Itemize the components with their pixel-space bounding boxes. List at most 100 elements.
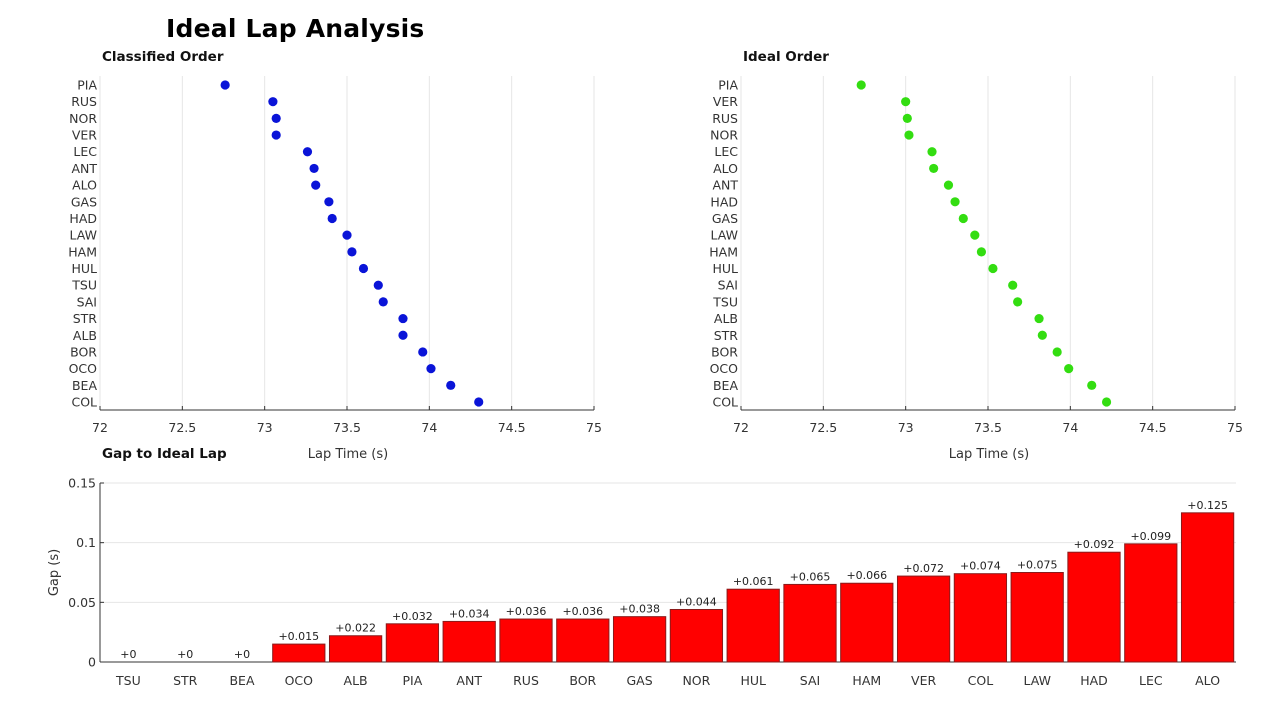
gap-y-tick-label: 0.05	[68, 595, 96, 610]
gap-x-tick-label: ANT	[456, 673, 482, 688]
ideal-y-tick-label: BEA	[713, 378, 738, 393]
classified-y-tick-label: RUS	[71, 94, 97, 109]
classified-y-tick-label: COL	[71, 395, 97, 410]
gap-x-tick-label: GAS	[627, 673, 653, 688]
gap-bar-label: +0.015	[278, 630, 319, 643]
classified-x-tick-label: 72	[92, 420, 108, 435]
ideal-y-tick-label: ANT	[712, 178, 738, 193]
ideal-point	[856, 80, 866, 90]
gap-bar-label: +0.036	[506, 605, 547, 618]
gap-bar	[1010, 572, 1064, 663]
ideal-point	[901, 97, 911, 107]
ideal-point	[976, 247, 987, 257]
gap-x-tick-label: HUL	[740, 673, 766, 688]
classified-point	[220, 80, 230, 90]
gap-x-tick-label: LEC	[1139, 673, 1163, 688]
gap-y-tick-label: 0.1	[76, 535, 96, 550]
gap-bar	[556, 618, 610, 663]
gap-bar	[840, 582, 894, 663]
ideal-y-tick-label: TSU	[712, 294, 738, 309]
ideal-x-tick-label: 73	[898, 420, 914, 435]
gap-x-tick-label: NOR	[682, 673, 710, 688]
ideal-y-tick-label: NOR	[710, 128, 738, 143]
classified-y-tick-label: LAW	[70, 228, 97, 243]
gap-bar-label: +0.099	[1130, 530, 1171, 543]
gap-bar	[499, 618, 553, 663]
classified-y-tick-label: SAI	[77, 294, 97, 309]
gap-bar	[1067, 551, 1121, 663]
gap-x-tick-label: RUS	[513, 673, 539, 688]
classified-y-tick-label: HAD	[69, 211, 97, 226]
gap-x-tick-label: VER	[911, 673, 936, 688]
ideal-y-tick-label: STR	[714, 328, 739, 343]
ideal-y-tick-label: VER	[713, 94, 738, 109]
gap-bar	[612, 616, 667, 663]
gap-x-tick-label: SAI	[800, 673, 820, 688]
classified-point	[378, 297, 388, 307]
classified-point	[311, 180, 321, 190]
gap-bar	[896, 575, 951, 663]
gap-bar-label: +0.044	[676, 595, 717, 608]
ideal-point	[929, 163, 939, 174]
ideal-x-tick-label: 72.5	[809, 420, 837, 435]
classified-y-tick-label: HAM	[68, 244, 97, 259]
gap-x-tick-label: ALB	[344, 673, 368, 688]
ideal-y-tick-label: LEC	[714, 144, 738, 159]
main-title: Ideal Lap Analysis	[166, 14, 425, 43]
ideal-y-tick-label: HAM	[709, 244, 738, 259]
ideal-point	[958, 213, 968, 224]
gap-bar	[783, 583, 837, 663]
classified-point	[271, 130, 281, 140]
classified-point	[474, 397, 484, 407]
gap-y-tick-label: 0.15	[68, 476, 96, 491]
classified-point	[358, 263, 369, 274]
gap-x-tick-label: ALO	[1195, 673, 1220, 688]
classified-y-tick-label: PIA	[77, 78, 97, 93]
classified-y-tick-label: OCO	[69, 361, 98, 376]
classified-point	[373, 280, 383, 290]
gap-bar-label: +0	[177, 648, 193, 661]
ideal-x-tick-label: 72	[733, 420, 749, 435]
ideal-point	[1087, 380, 1097, 390]
classified-y-tick-label: ALB	[73, 328, 97, 343]
gap-chart-title: Gap to Ideal Lap	[102, 446, 227, 462]
classified-y-tick-label: TSU	[71, 278, 97, 293]
gap-bar	[442, 620, 496, 663]
ideal-order-title: Ideal Order	[743, 49, 829, 65]
classified-x-tick-label: 73.5	[333, 420, 361, 435]
classified-y-tick-label: LEC	[73, 144, 97, 159]
classified-y-tick-label: HUL	[71, 261, 97, 276]
ideal-y-tick-label: ALB	[714, 311, 738, 326]
gap-x-tick-label: OCO	[285, 673, 314, 688]
ideal-point	[1064, 364, 1074, 374]
gap-bar-label: +0.075	[1017, 559, 1058, 572]
gap-bar-label: +0.065	[790, 570, 831, 583]
ideal-x-tick-label: 74	[1062, 420, 1078, 435]
gap-bar	[328, 635, 383, 663]
gap-y-axis-label: Gap (s)	[47, 549, 62, 596]
classified-point	[309, 163, 319, 174]
gap-bar	[272, 643, 326, 663]
ideal-point	[970, 230, 980, 240]
classified-point	[426, 364, 436, 374]
gap-x-tick-label: BEA	[229, 673, 254, 688]
ideal-point	[1037, 330, 1047, 340]
ideal-x-tick-label: 73.5	[974, 420, 1002, 435]
ideal-y-tick-label: PIA	[718, 78, 738, 93]
gap-bar-label: +0	[120, 648, 136, 661]
gap-x-tick-label: TSU	[115, 673, 141, 688]
gap-x-tick-label: HAD	[1080, 673, 1108, 688]
gap-bar-label: +0.072	[903, 562, 944, 575]
ideal-y-tick-label: SAI	[718, 278, 738, 293]
ideal-y-tick-label: BOR	[711, 344, 738, 359]
classified-x-axis-label: Lap Time (s)	[308, 447, 388, 462]
classified-point	[398, 313, 408, 324]
classified-x-tick-label: 73	[257, 420, 273, 435]
gap-x-tick-label: BOR	[569, 673, 596, 688]
ideal-x-tick-label: 75	[1227, 420, 1243, 435]
ideal-y-tick-label: LAW	[711, 228, 738, 243]
classified-point	[446, 380, 456, 390]
classified-x-tick-label: 74	[421, 420, 437, 435]
ideal-point	[1008, 280, 1018, 290]
ideal-y-tick-label: RUS	[712, 111, 738, 126]
